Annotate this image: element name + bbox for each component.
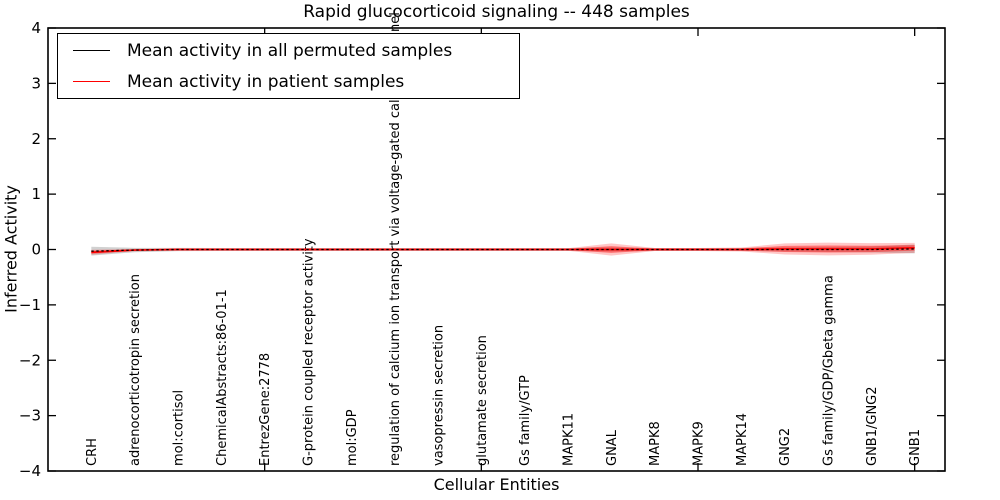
- x-tick-label: mol:GDP: [345, 409, 360, 466]
- legend-label-patient: Mean activity in patient samples: [127, 71, 405, 92]
- x-tick-label: MAPK14: [735, 413, 750, 466]
- x-tick-label: GNB1: [908, 429, 923, 466]
- legend-item-patient: Mean activity in patient samples: [58, 66, 519, 97]
- y-tick-label: −4: [19, 462, 41, 480]
- legend-label-permuted: Mean activity in all permuted samples: [127, 40, 453, 61]
- legend-item-permuted: Mean activity in all permuted samples: [58, 35, 519, 66]
- x-tick-label: GNG2: [778, 428, 793, 466]
- x-tick-label: glutamate secretion: [475, 335, 490, 466]
- x-tick-label: G-protein coupled receptor activity: [302, 238, 317, 466]
- y-axis-label: Inferred Activity: [1, 185, 21, 313]
- x-tick-label: Gs family/GDP/Gbeta gamma: [822, 275, 837, 466]
- x-tick-label: Gs family/GTP: [518, 375, 533, 466]
- legend: Mean activity in all permuted samples Me…: [57, 33, 520, 99]
- chart-title: Rapid glucocorticoid signaling -- 448 sa…: [303, 2, 690, 22]
- x-tick-label: MAPK8: [648, 421, 663, 466]
- y-tick-label: 2: [31, 130, 41, 148]
- x-tick-label: ChemicalAbstracts:86-01-1: [215, 289, 230, 466]
- x-tick-label: vasopressin secretion: [432, 325, 447, 466]
- x-tick-label: MAPK11: [562, 413, 577, 466]
- patient-line-swatch: [73, 81, 110, 82]
- x-tick-label: MAPK9: [692, 421, 707, 466]
- y-tick-label: 0: [31, 241, 41, 259]
- x-axis-label: Cellular Entities: [433, 475, 560, 494]
- y-tick-label: 4: [31, 19, 41, 37]
- x-tick-label: adrenocorticotropin secretion: [128, 274, 143, 466]
- y-tick-label: 3: [31, 74, 41, 92]
- y-tick-label: −2: [19, 351, 41, 369]
- x-tick-label: GNB1/GNG2: [865, 386, 880, 466]
- y-tick-label: −1: [19, 296, 41, 314]
- permuted-mean-line: [91, 248, 915, 252]
- y-tick-label: −3: [19, 407, 41, 425]
- x-tick-label: regulation of calcium ion transport via …: [388, 12, 403, 466]
- x-tick-label: GNAL: [605, 429, 620, 466]
- permuted-line-swatch: [73, 50, 110, 51]
- x-tick-label: CRH: [85, 438, 100, 466]
- x-tick-label: EntrezGene:2778: [258, 353, 273, 466]
- y-tick-label: 1: [31, 185, 41, 203]
- x-tick-label: mol:cortisol: [172, 390, 187, 466]
